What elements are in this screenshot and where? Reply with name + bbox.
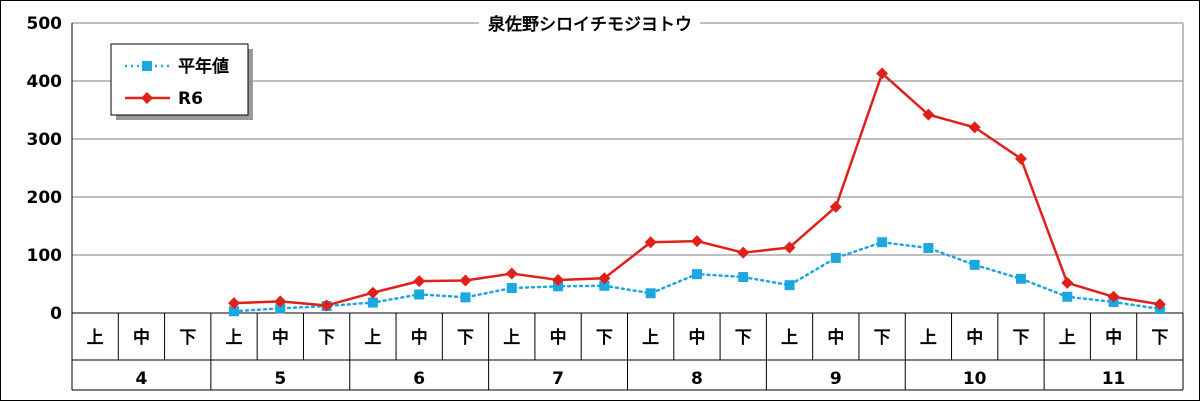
x-group-label: 10 bbox=[963, 369, 987, 389]
axis-layer: 0 100 200 300 400 500 上 中 下 上 中 下 上 中 下 上 中 下 上 中 下 上 中 下 上 中 下 上 中 下… bbox=[27, 14, 1184, 391]
legend: 平年値 R6 bbox=[110, 43, 253, 120]
data-point-1 bbox=[413, 275, 426, 288]
x-subcategory-label: 中 bbox=[966, 327, 983, 348]
data-point-0 bbox=[1015, 273, 1026, 284]
data-point-0 bbox=[229, 306, 240, 317]
series-layer bbox=[228, 67, 1166, 317]
data-point-0 bbox=[367, 297, 378, 308]
data-point-0 bbox=[830, 252, 841, 263]
data-point-1 bbox=[737, 246, 750, 259]
data-point-0 bbox=[275, 303, 286, 314]
x-subcategory-label: 上 bbox=[87, 328, 104, 348]
data-point-1 bbox=[829, 200, 842, 213]
data-point-1 bbox=[598, 272, 611, 285]
y-tick-label: 500 bbox=[27, 14, 63, 34]
data-point-0 bbox=[414, 289, 425, 300]
chart-title: 泉佐野シロイチモジヨトウ bbox=[487, 14, 692, 35]
title-background bbox=[479, 12, 700, 37]
data-point-0 bbox=[1062, 291, 1073, 302]
data-point-0 bbox=[923, 243, 934, 254]
data-point-0 bbox=[645, 288, 656, 299]
x-subcategory-label: 上 bbox=[642, 328, 659, 348]
x-subcategory-label: 中 bbox=[133, 327, 150, 348]
data-point-0 bbox=[553, 281, 564, 292]
x-subcategory-label: 上 bbox=[503, 328, 520, 348]
legend-label-normal: 平年値 bbox=[178, 56, 229, 77]
legend-marker-r6 bbox=[141, 92, 153, 104]
x-subcategory-label: 下 bbox=[874, 328, 891, 348]
x-group-label: 9 bbox=[830, 369, 842, 389]
data-point-1 bbox=[228, 297, 241, 310]
legend-marker-normal bbox=[142, 61, 152, 71]
x-group-label: 8 bbox=[691, 369, 703, 389]
data-point-1 bbox=[1014, 152, 1027, 165]
x-subcategory-label: 中 bbox=[827, 327, 844, 348]
data-point-1 bbox=[505, 267, 518, 280]
x-subcategory-label: 上 bbox=[781, 328, 798, 348]
x-subcategory-label: 下 bbox=[318, 328, 335, 348]
x-subcategory-label: 中 bbox=[688, 327, 705, 348]
data-point-0 bbox=[599, 280, 610, 291]
data-point-1 bbox=[922, 108, 935, 121]
data-point-0 bbox=[506, 283, 517, 294]
data-point-1 bbox=[274, 295, 287, 308]
y-tick-label: 200 bbox=[27, 188, 63, 208]
x-group-label: 7 bbox=[552, 369, 564, 389]
data-point-1 bbox=[1107, 290, 1120, 303]
data-point-0 bbox=[691, 269, 702, 280]
data-point-1 bbox=[366, 286, 379, 299]
data-point-0 bbox=[738, 272, 749, 283]
data-point-0 bbox=[969, 259, 980, 270]
data-point-1 bbox=[968, 121, 981, 134]
y-tick-label: 400 bbox=[27, 72, 63, 92]
x-subcategory-label: 中 bbox=[1105, 327, 1122, 348]
data-point-1 bbox=[690, 235, 703, 248]
data-point-1 bbox=[876, 67, 889, 80]
data-point-0 bbox=[784, 280, 795, 291]
x-subcategory-label: 中 bbox=[272, 327, 289, 348]
data-point-1 bbox=[1153, 298, 1166, 311]
x-subcategory-label: 上 bbox=[226, 328, 243, 348]
data-point-1 bbox=[320, 299, 333, 312]
data-point-1 bbox=[644, 236, 657, 249]
x-group-label: 5 bbox=[274, 369, 286, 389]
x-subcategory-label: 上 bbox=[920, 328, 937, 348]
x-subcategory-label: 下 bbox=[1151, 328, 1168, 348]
x-subcategory-label: 下 bbox=[596, 328, 613, 348]
x-subcategory-label: 上 bbox=[1059, 328, 1076, 348]
legend-box bbox=[110, 43, 249, 116]
data-point-1 bbox=[459, 274, 472, 287]
data-point-0 bbox=[460, 292, 471, 303]
x-subcategory-label: 中 bbox=[550, 327, 567, 348]
data-point-0 bbox=[877, 237, 888, 248]
data-point-1 bbox=[783, 241, 796, 254]
x-group-label: 6 bbox=[413, 369, 425, 389]
data-point-1 bbox=[552, 273, 565, 286]
x-group-label: 11 bbox=[1102, 369, 1126, 389]
x-subcategory-label: 上 bbox=[364, 328, 381, 348]
x-subcategory-label: 下 bbox=[735, 328, 752, 348]
title-layer: 泉佐野シロイチモジヨトウ bbox=[479, 12, 700, 37]
x-group-label: 4 bbox=[136, 369, 148, 389]
x-subcategory-label: 下 bbox=[1012, 328, 1029, 348]
y-tick-label: 300 bbox=[27, 130, 63, 150]
x-subcategory-label: 下 bbox=[179, 328, 196, 348]
y-tick-label: 100 bbox=[27, 246, 63, 266]
y-tick-label: 0 bbox=[50, 304, 62, 324]
x-subcategory-label: 下 bbox=[457, 328, 474, 348]
legend-label-r6: R6 bbox=[178, 89, 203, 109]
data-point-1 bbox=[1061, 276, 1074, 289]
x-subcategory-label: 中 bbox=[411, 327, 428, 348]
